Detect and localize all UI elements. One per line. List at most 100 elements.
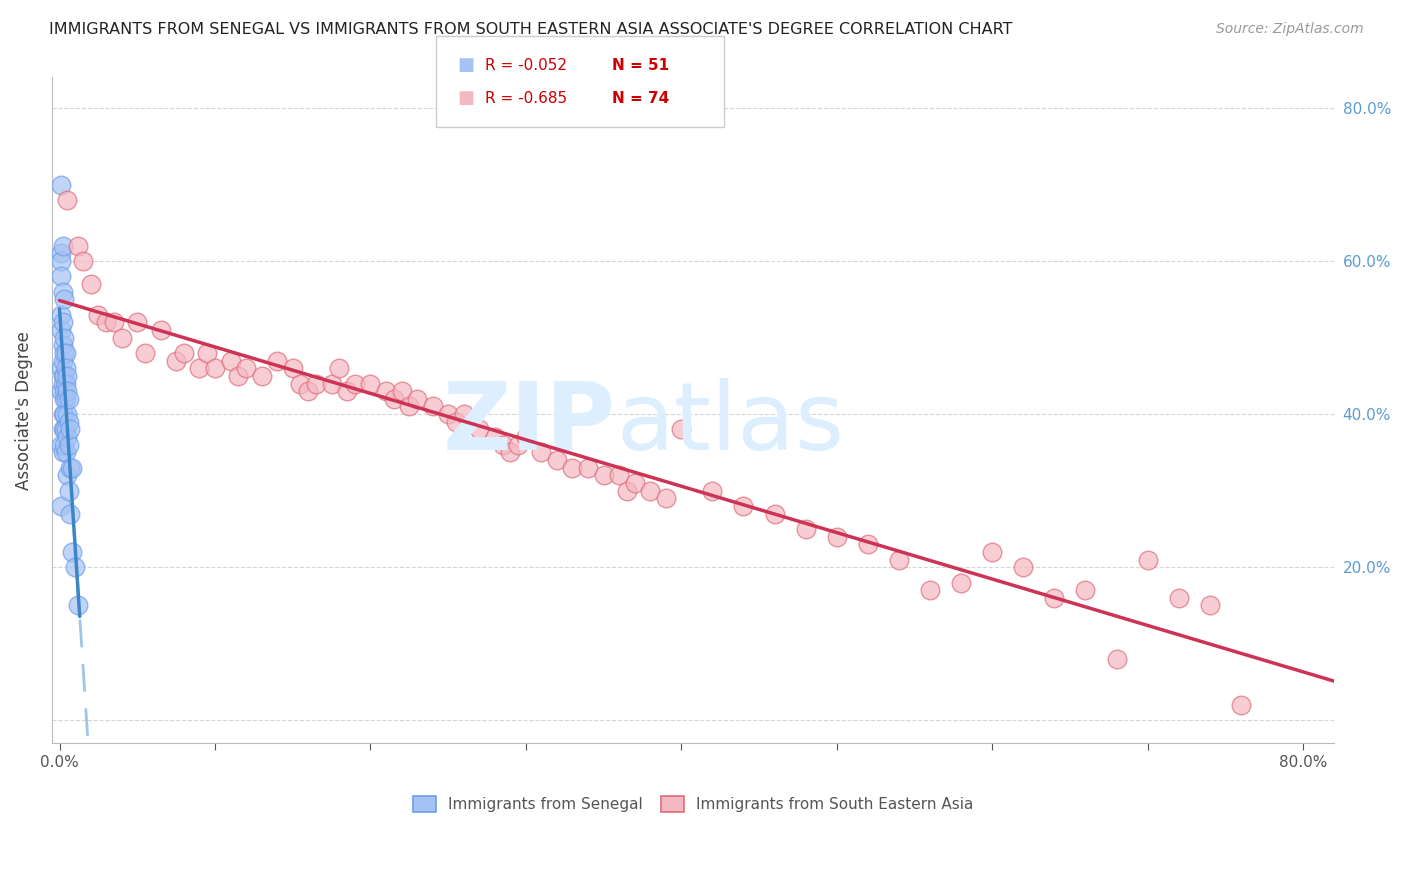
Point bbox=[111, 331, 134, 345]
Point bbox=[55, 392, 77, 406]
Point bbox=[59, 507, 82, 521]
Point bbox=[235, 361, 257, 376]
Point bbox=[52, 315, 75, 329]
Point bbox=[204, 361, 226, 376]
Point bbox=[195, 346, 218, 360]
Point bbox=[359, 376, 381, 391]
Point bbox=[506, 438, 529, 452]
Text: N = 74: N = 74 bbox=[612, 91, 669, 105]
Point bbox=[468, 422, 491, 436]
Text: R = -0.685: R = -0.685 bbox=[485, 91, 567, 105]
Point bbox=[437, 407, 460, 421]
Point bbox=[165, 353, 187, 368]
Point bbox=[55, 422, 77, 436]
Point bbox=[1198, 599, 1220, 613]
Text: ZIP: ZIP bbox=[443, 377, 616, 470]
Point bbox=[305, 376, 328, 391]
Point bbox=[127, 315, 149, 329]
Point bbox=[96, 315, 118, 329]
Point bbox=[58, 415, 80, 429]
Point bbox=[87, 308, 110, 322]
Point bbox=[53, 438, 76, 452]
Point bbox=[49, 384, 72, 399]
Point bbox=[52, 422, 75, 436]
Point bbox=[491, 438, 513, 452]
Point bbox=[49, 308, 72, 322]
Point bbox=[79, 277, 101, 291]
Point bbox=[52, 445, 75, 459]
Point bbox=[67, 599, 90, 613]
Point bbox=[59, 422, 82, 436]
Point bbox=[638, 483, 661, 498]
Point bbox=[281, 361, 304, 376]
Text: ■: ■ bbox=[457, 56, 474, 74]
Point bbox=[49, 361, 72, 376]
Point bbox=[53, 392, 76, 406]
Point bbox=[422, 400, 444, 414]
Point bbox=[1230, 698, 1253, 712]
Point bbox=[56, 384, 79, 399]
Point bbox=[49, 246, 72, 260]
Point bbox=[702, 483, 724, 498]
Point bbox=[59, 460, 82, 475]
Point bbox=[52, 239, 75, 253]
Point bbox=[406, 392, 429, 406]
Point bbox=[49, 254, 72, 268]
Text: Source: ZipAtlas.com: Source: ZipAtlas.com bbox=[1216, 22, 1364, 37]
Point bbox=[887, 552, 910, 566]
Point bbox=[67, 239, 90, 253]
Point bbox=[53, 293, 76, 307]
Point bbox=[52, 338, 75, 352]
Point bbox=[1167, 591, 1189, 605]
Point bbox=[623, 476, 645, 491]
Text: ■: ■ bbox=[457, 89, 474, 107]
Point bbox=[52, 368, 75, 383]
Point bbox=[515, 430, 537, 444]
Point bbox=[49, 499, 72, 513]
Point bbox=[856, 537, 879, 551]
Point bbox=[63, 560, 86, 574]
Point bbox=[981, 545, 1004, 559]
Point bbox=[616, 483, 638, 498]
Point bbox=[825, 530, 848, 544]
Point bbox=[671, 422, 693, 436]
Point bbox=[226, 368, 249, 383]
Point bbox=[56, 468, 79, 483]
Point bbox=[56, 407, 79, 421]
Point bbox=[530, 445, 553, 459]
Point bbox=[398, 400, 420, 414]
Point bbox=[444, 415, 467, 429]
Point bbox=[250, 368, 273, 383]
Point bbox=[484, 430, 506, 444]
Point bbox=[592, 468, 614, 483]
Point bbox=[336, 384, 359, 399]
Point bbox=[53, 346, 76, 360]
Point bbox=[950, 575, 973, 590]
Point bbox=[53, 331, 76, 345]
Point bbox=[56, 430, 79, 444]
Point bbox=[53, 384, 76, 399]
Point bbox=[55, 346, 77, 360]
Point bbox=[52, 353, 75, 368]
Point bbox=[49, 438, 72, 452]
Point bbox=[343, 376, 366, 391]
Point bbox=[576, 460, 599, 475]
Text: N = 51: N = 51 bbox=[612, 58, 669, 72]
Point bbox=[53, 407, 76, 421]
Y-axis label: Associate's Degree: Associate's Degree bbox=[15, 331, 32, 490]
Point bbox=[546, 453, 568, 467]
Text: IMMIGRANTS FROM SENEGAL VS IMMIGRANTS FROM SOUTH EASTERN ASIA ASSOCIATE'S DEGREE: IMMIGRANTS FROM SENEGAL VS IMMIGRANTS FR… bbox=[49, 22, 1012, 37]
Point bbox=[1074, 583, 1097, 598]
Point bbox=[1043, 591, 1066, 605]
Point bbox=[655, 491, 678, 506]
Point bbox=[1012, 560, 1035, 574]
Point bbox=[1105, 652, 1128, 666]
Point bbox=[58, 392, 80, 406]
Point bbox=[52, 407, 75, 421]
Text: atlas: atlas bbox=[616, 377, 844, 470]
Point bbox=[297, 384, 319, 399]
Point bbox=[328, 361, 350, 376]
Point bbox=[52, 285, 75, 299]
Point bbox=[49, 269, 72, 284]
Point bbox=[72, 254, 94, 268]
